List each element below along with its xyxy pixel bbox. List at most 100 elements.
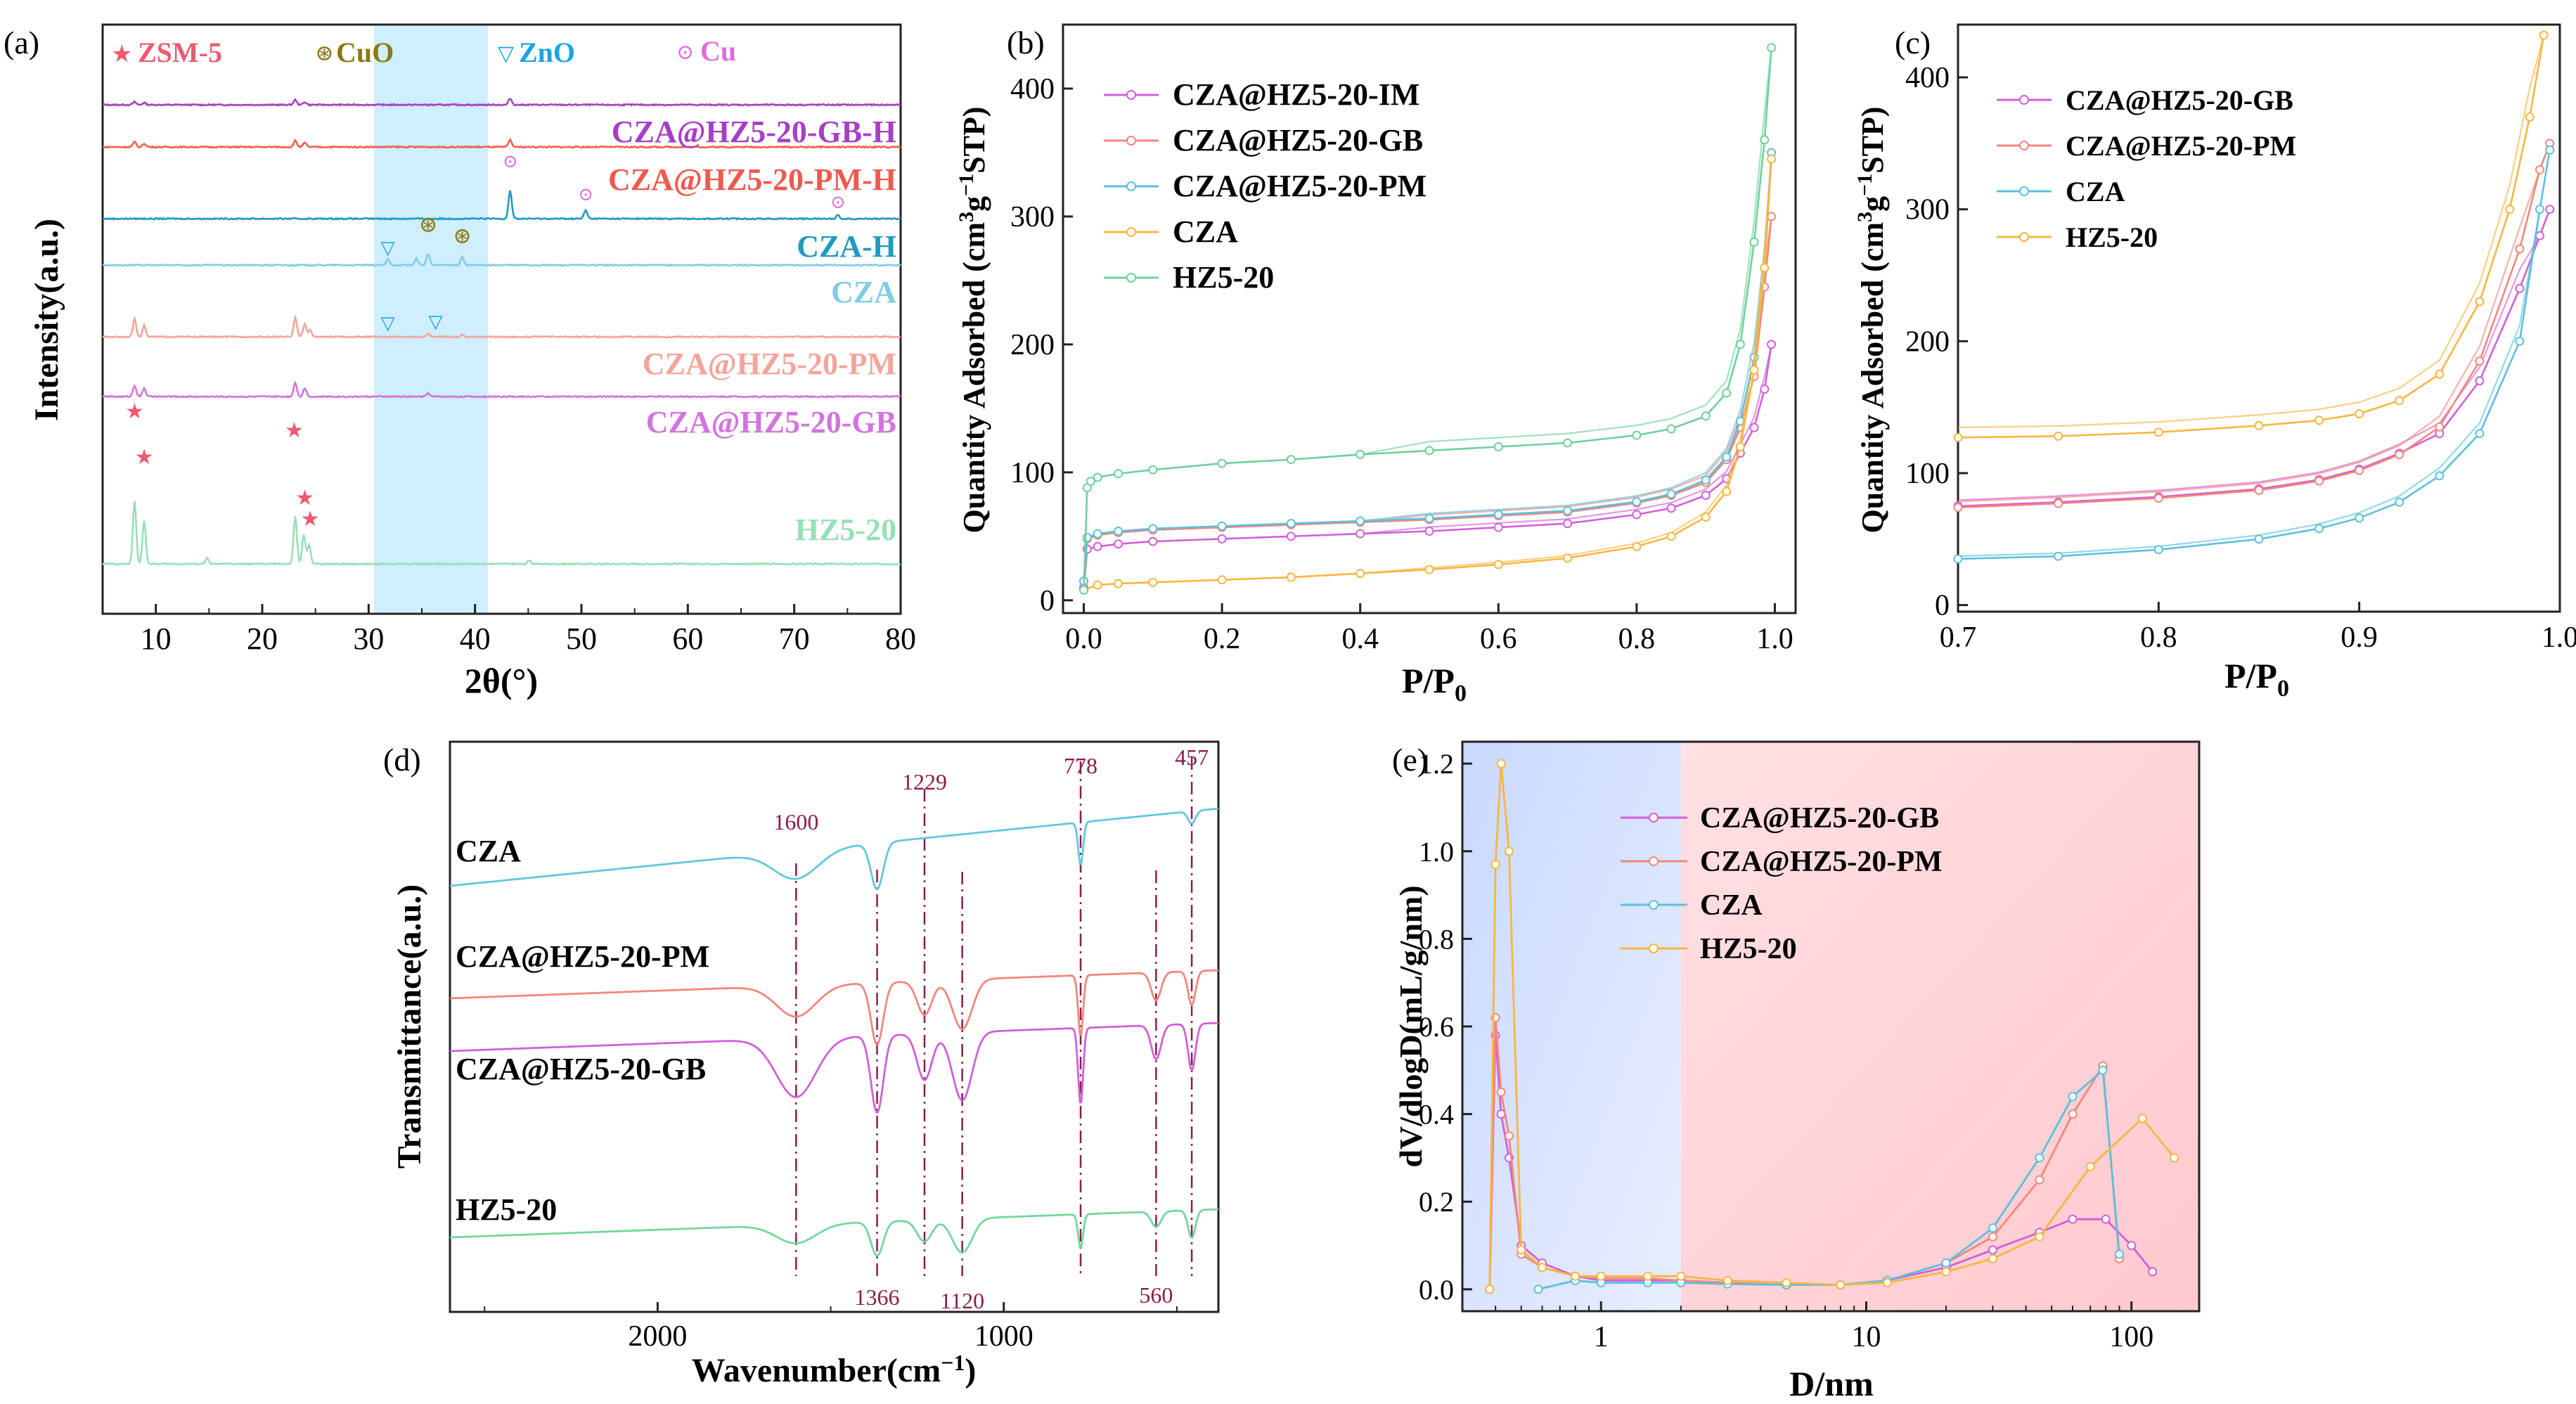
peak-wavenumber-label: 1229 xyxy=(902,769,947,794)
peak-marker: ★ xyxy=(295,487,314,510)
legend-label: CZA@HZ5-20-GB xyxy=(1173,123,1423,157)
label-gb: CZA@HZ5-20-GB xyxy=(646,405,896,439)
peak-marker: ⊛ xyxy=(419,212,438,237)
data-point xyxy=(2535,165,2544,174)
data-point xyxy=(2314,524,2324,534)
ftir-sample-label: CZA@HZ5-20-PM xyxy=(456,939,709,974)
data-point xyxy=(2395,396,2404,406)
data-point xyxy=(1538,1263,1547,1273)
legend-marker xyxy=(2019,186,2029,196)
panel-b-y-axis-label: Quantity Adsorbed (cm3g−1STP) xyxy=(955,107,991,534)
data-point xyxy=(2475,356,2485,366)
data-point xyxy=(1114,469,1123,479)
data-point xyxy=(1493,510,1503,520)
legend-marker xyxy=(1126,136,1136,146)
data-point xyxy=(1493,560,1503,569)
legend-marker xyxy=(1649,856,1659,866)
x-tick-label: 0.9 xyxy=(2340,622,2378,654)
panel-c-legend: CZA@HZ5-20-GB CZA@HZ5-20-PM CZA HZ5-20 xyxy=(1997,84,2296,253)
x-tick-label: 0.4 xyxy=(1341,623,1379,655)
data-point xyxy=(1632,510,1642,520)
data-point xyxy=(1941,1267,1951,1277)
panel-a-shaded-region xyxy=(373,26,488,612)
legend-label: HZ5-20 xyxy=(1700,933,1797,965)
data-point xyxy=(2515,283,2525,293)
data-point xyxy=(2035,1232,2044,1242)
x-tick-label: 10 xyxy=(1851,1321,1881,1353)
data-point xyxy=(1767,340,1777,349)
xrd-trace xyxy=(102,98,901,107)
x-tick-label: 40 xyxy=(460,622,491,656)
data-point xyxy=(1782,1278,1791,1287)
data-point xyxy=(1953,432,1963,442)
peak-wavenumber-label: 1120 xyxy=(940,1288,984,1313)
peak-marker: ★ xyxy=(135,446,154,469)
data-point xyxy=(1882,1278,1892,1287)
peak-marker: ⊙ xyxy=(830,192,846,212)
data-point xyxy=(1749,365,1759,375)
panel-e-traces xyxy=(1485,759,2179,1294)
panel-a-label: (a) xyxy=(4,25,39,60)
panel-b-traces xyxy=(1078,43,1777,595)
data-point xyxy=(1148,465,1158,475)
panel-a-y-axis-label: Intensity(a.u.) xyxy=(28,219,65,421)
peak-marker: ★ xyxy=(301,508,320,531)
y-tick-label: 200 xyxy=(1010,329,1055,361)
panel-e-label: (e) xyxy=(1392,742,1428,778)
data-point xyxy=(1086,477,1095,487)
data-point xyxy=(1701,475,1711,485)
y-tick-label: 0.4 xyxy=(1419,1099,1454,1131)
pore-trace xyxy=(1488,764,2175,1289)
y-tick-label: 100 xyxy=(1010,457,1055,489)
data-point xyxy=(1735,340,1745,349)
data-point xyxy=(2085,1161,2095,1171)
data-point xyxy=(1217,575,1227,585)
y-tick-label: 0.2 xyxy=(1419,1186,1454,1218)
data-point xyxy=(1676,1271,1686,1281)
data-point xyxy=(1355,449,1365,459)
data-point xyxy=(2254,485,2264,495)
panel-a-x-axis-label: 2θ(°) xyxy=(465,661,538,700)
y-tick-label: 0.8 xyxy=(1419,923,1454,955)
ftir-trace xyxy=(449,1208,1219,1257)
panel-b: (b) 0.0 0.2 0.4 0.6 0.8 1.0 0 100 200 300 400 P/P0… xyxy=(955,23,1797,707)
data-point xyxy=(1701,411,1711,421)
ftir-trace xyxy=(449,1022,1219,1114)
panel-b-label: (b) xyxy=(1007,25,1045,60)
x-tick-label: 70 xyxy=(779,622,810,656)
legend-marker xyxy=(1126,181,1136,191)
data-point xyxy=(1114,527,1123,536)
data-point xyxy=(2153,494,2163,503)
data-point xyxy=(1767,154,1777,164)
ftir-sample-label: HZ5-20 xyxy=(456,1192,557,1227)
data-point xyxy=(1490,859,1500,869)
isotherm-desorption xyxy=(1957,143,2551,503)
data-point xyxy=(1424,565,1434,574)
panel-e-x-axis-label: D/nm xyxy=(1789,1364,1873,1403)
panel-e: (e) 1 10 100 0.0 0.2 0.4 0.6 0.8 1.0 1.2 D/nm dV/… xyxy=(1392,740,2201,1403)
data-point xyxy=(2545,145,2555,155)
panel-b-x-axis-label: P/P0 xyxy=(1402,661,1467,707)
x-tick-label: 30 xyxy=(353,622,384,656)
data-point xyxy=(1596,1271,1606,1281)
label-pm-h: CZA@HZ5-20-PM-H xyxy=(608,162,896,197)
data-point xyxy=(1953,503,1963,513)
data-point xyxy=(2435,471,2445,481)
data-point xyxy=(1735,442,1745,451)
label-pm: CZA@HZ5-20-PM xyxy=(643,347,896,381)
panel-a-plot-frame xyxy=(101,23,902,615)
data-point xyxy=(1749,423,1759,432)
data-point xyxy=(2395,497,2404,507)
data-point xyxy=(2435,369,2445,379)
data-point xyxy=(1701,491,1711,501)
panel-c-y-axis-label: Quantity Adsorbed (cm3g−1STP) xyxy=(1853,107,1890,534)
legend-label: CZA xyxy=(1700,889,1763,922)
panel-d-plot-frame xyxy=(449,740,1220,1313)
data-point xyxy=(1516,1245,1526,1255)
x-tick-label: 0.0 xyxy=(1065,623,1102,655)
data-point xyxy=(1563,505,1573,515)
xrd-trace xyxy=(102,137,901,149)
data-point xyxy=(1355,569,1365,579)
panel-e-shade-micropore xyxy=(1462,742,1681,1311)
data-point xyxy=(1563,519,1573,529)
